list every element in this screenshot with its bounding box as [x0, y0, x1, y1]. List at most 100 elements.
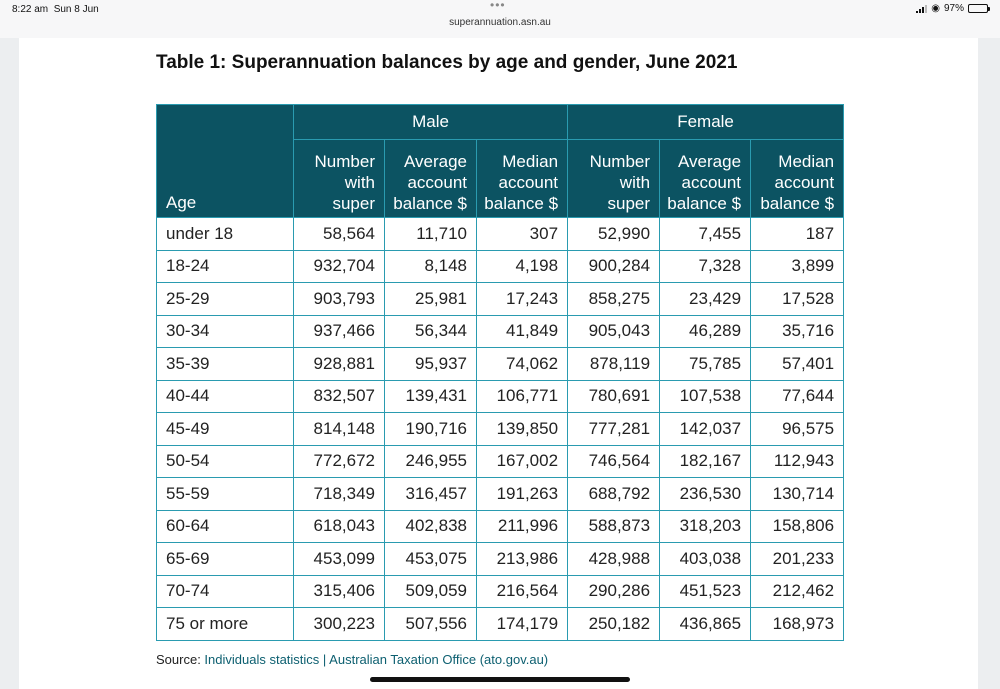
cell-male-number: 453,099	[293, 542, 385, 576]
cell-male-average: 56,344	[384, 314, 477, 348]
address-bar-url[interactable]: superannuation.asn.au	[449, 17, 551, 28]
superannuation-table: Age Male Female Number with super Averag…	[156, 104, 845, 641]
cell-male-number: 903,793	[293, 282, 385, 316]
table-row: 40-44 832,507 139,431 106,771 780,691 107,538…	[156, 379, 845, 413]
cell-female-average: 451,523	[659, 574, 752, 608]
cell-female-average: 46,289	[659, 314, 752, 348]
cell-female-number: 905,043	[567, 314, 661, 348]
source-link[interactable]: Individuals statistics | Australian Taxa…	[204, 652, 549, 667]
cell-female-median: 112,943	[750, 444, 845, 478]
cell-female-median: 3,899	[750, 249, 845, 283]
status-indicators: ◉ 97%	[916, 3, 990, 14]
cell-female-average: 436,865	[659, 607, 752, 641]
cell-female-median: 130,714	[750, 477, 845, 511]
cell-female-median: 187	[750, 217, 845, 251]
cell-female-number: 588,873	[567, 509, 661, 543]
cell-age: 35-39	[156, 347, 294, 381]
table-row: 65-69 453,099 453,075 213,986 428,988 403,038…	[156, 542, 845, 576]
cell-female-average: 236,530	[659, 477, 752, 511]
cell-male-average: 139,431	[384, 379, 477, 413]
cell-female-average: 7,328	[659, 249, 752, 283]
cell-female-number: 428,988	[567, 542, 661, 576]
status-time: 8:22 am	[12, 4, 49, 15]
wifi-icon: ◉	[931, 3, 940, 14]
cell-male-median: 167,002	[475, 444, 569, 478]
cell-male-average: 95,937	[384, 347, 477, 381]
cell-age: under 18	[156, 217, 294, 251]
cell-male-median: 139,850	[475, 412, 569, 446]
group-header-male: Male	[292, 104, 569, 140]
cell-age: 18-24	[156, 249, 294, 283]
table-row: 75 or more 300,223 507,556 174,179 250,182 43…	[156, 607, 845, 641]
column-header-female-number: Number with super	[567, 139, 661, 218]
cell-age: 55-59	[156, 477, 294, 511]
cell-female-median: 201,233	[750, 542, 845, 576]
cell-male-number: 772,672	[293, 444, 385, 478]
cell-male-median: 4,198	[475, 249, 569, 283]
cellular-signal-icon	[916, 4, 928, 13]
table-row: 70-74 315,406 509,059 216,564 290,286 451,523…	[156, 574, 845, 608]
cell-male-median: 17,243	[475, 282, 569, 316]
cell-female-average: 7,455	[659, 217, 752, 251]
cell-female-median: 168,973	[750, 607, 845, 641]
cell-age: 75 or more	[156, 607, 294, 641]
header-row-columns: Number with super Average account balanc…	[157, 139, 845, 218]
cell-male-average: 246,955	[384, 444, 477, 478]
table-row: 60-64 618,043 402,838 211,996 588,873 318,203…	[156, 509, 845, 543]
home-indicator[interactable]	[370, 677, 630, 682]
cell-female-number: 858,275	[567, 282, 661, 316]
column-header-male-number: Number with super	[293, 139, 385, 218]
cell-female-median: 212,462	[750, 574, 845, 608]
source-prefix: Source:	[156, 652, 205, 667]
column-header-female-average: Average account balance $	[659, 139, 752, 218]
cell-male-number: 618,043	[293, 509, 385, 543]
cell-age: 50-54	[156, 444, 294, 478]
cell-female-median: 77,644	[750, 379, 845, 413]
cell-age: 60-64	[156, 509, 294, 543]
column-header-male-average: Average account balance $	[384, 139, 477, 218]
cell-male-median: 307	[475, 217, 569, 251]
battery-percent: 97%	[943, 3, 964, 14]
cell-female-average: 318,203	[659, 509, 752, 543]
cell-female-average: 75,785	[659, 347, 752, 381]
header-row-groups: Age Male Female	[156, 104, 845, 218]
cell-female-number: 900,284	[567, 249, 661, 283]
cell-female-number: 250,182	[567, 607, 661, 641]
cell-male-number: 928,881	[293, 347, 385, 381]
cell-male-average: 507,556	[384, 607, 477, 641]
cell-female-number: 780,691	[567, 379, 661, 413]
cell-female-number: 688,792	[567, 477, 661, 511]
cell-female-number: 290,286	[567, 574, 661, 608]
cell-male-number: 832,507	[293, 379, 385, 413]
cell-male-median: 211,996	[475, 509, 569, 543]
cell-age: 45-49	[156, 412, 294, 446]
table-row: 55-59 718,349 316,457 191,263 688,792 236,530…	[156, 477, 845, 511]
status-time-date: 8:22 am Sun 8 Jun	[12, 4, 99, 15]
cell-male-median: 191,263	[475, 477, 569, 511]
cell-male-number: 58,564	[293, 217, 385, 251]
cell-male-average: 402,838	[384, 509, 477, 543]
status-date: Sun 8 Jun	[53, 4, 99, 15]
cell-age: 30-34	[156, 314, 294, 348]
cell-male-number: 315,406	[293, 574, 385, 608]
cell-female-average: 403,038	[659, 542, 752, 576]
cell-male-median: 213,986	[475, 542, 569, 576]
cell-male-median: 216,564	[475, 574, 569, 608]
cell-female-average: 182,167	[659, 444, 752, 478]
table-row: under 18 58,564 11,710 307 52,990 7,455 187	[156, 217, 845, 251]
cell-male-average: 453,075	[384, 542, 477, 576]
cell-male-median: 41,849	[475, 314, 569, 348]
cell-male-average: 316,457	[384, 477, 477, 511]
status-bar: 8:22 am Sun 8 Jun ••• superannuation.asn…	[0, 0, 1000, 38]
more-options-icon[interactable]: •••	[490, 0, 506, 12]
cell-female-median: 17,528	[750, 282, 845, 316]
cell-female-average: 23,429	[659, 282, 752, 316]
cell-male-number: 814,148	[293, 412, 385, 446]
column-header-female-median: Median account balance $	[750, 139, 845, 218]
source-note: Source: Individuals statistics | Austral…	[156, 652, 548, 667]
cell-male-number: 937,466	[293, 314, 385, 348]
cell-male-average: 11,710	[384, 217, 477, 251]
cell-female-median: 57,401	[750, 347, 845, 381]
cell-female-number: 878,119	[567, 347, 661, 381]
column-header-age: Age	[156, 104, 294, 218]
